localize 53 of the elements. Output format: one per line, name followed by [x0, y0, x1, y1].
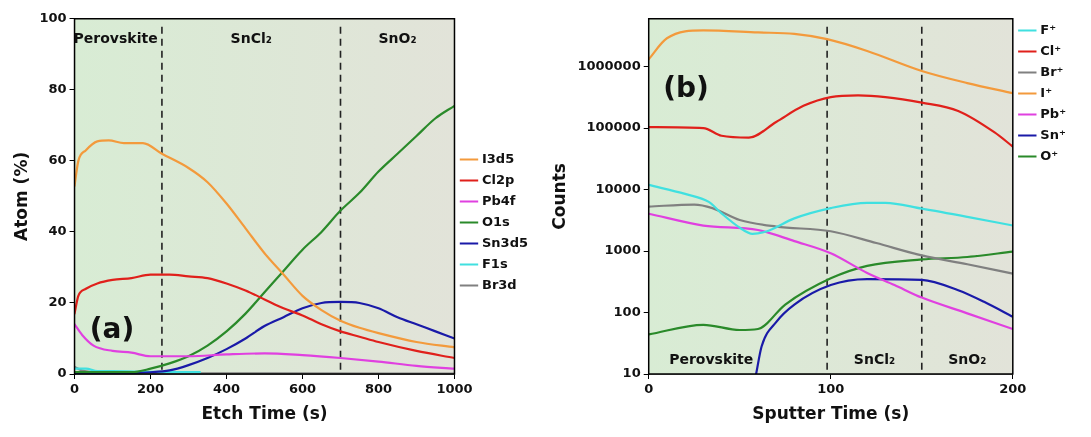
legend-label: Br⁺	[1040, 63, 1064, 79]
x-tick-label: 0	[644, 381, 654, 397]
x-tick-label: 0	[70, 381, 80, 397]
legend-label: Cl2p	[481, 171, 515, 187]
y-tick-label: 100	[39, 10, 67, 26]
annotation: SnO₂	[378, 29, 417, 46]
x-axis-title: Sputter Time (s)	[752, 403, 910, 424]
line-series	[648, 203, 1013, 275]
y-tick-label: 100	[613, 303, 641, 319]
line-series	[648, 183, 1013, 236]
y-tick-label: 0	[57, 365, 67, 381]
legend-label: Sn⁺	[1040, 126, 1066, 142]
line-series	[74, 273, 455, 360]
y-tick-label: 10000	[595, 180, 641, 196]
y-tick-label: 100000	[586, 119, 641, 135]
x-tick-label: 200	[999, 381, 1027, 397]
y-axis-title: Counts	[548, 163, 569, 230]
annotation: (b)	[663, 70, 709, 104]
y-tick-label: 60	[48, 152, 67, 168]
annotation: SnO₂	[948, 351, 987, 367]
y-tick-label: 1000	[604, 242, 641, 258]
legend-label: Pb4f	[481, 192, 516, 208]
y-tick-label: 80	[48, 81, 67, 97]
x-tick-label: 100	[817, 381, 845, 397]
legend-label: Pb⁺	[1040, 105, 1067, 121]
x-tick-label: 800	[364, 381, 393, 397]
line-series	[74, 139, 455, 349]
legend-label: I⁺	[1040, 84, 1053, 100]
legend-label: Sn3d5	[481, 234, 528, 250]
legend-label: O⁺	[1040, 147, 1059, 163]
legend-label: F1s	[481, 255, 508, 271]
x-tick-label: 1000	[436, 381, 473, 397]
annotation: SnCl₂	[230, 29, 272, 46]
x-tick-label: 400	[212, 381, 241, 397]
line-series	[648, 212, 1013, 331]
legend-label: O1s	[481, 213, 511, 229]
annotation: SnCl₂	[853, 351, 896, 367]
x-tick-label: 600	[288, 381, 317, 397]
y-tick-label: 20	[48, 294, 67, 310]
y-tick-label: 1000000	[577, 58, 641, 74]
line-series	[755, 277, 1013, 374]
annotation: Perovskite	[669, 351, 754, 367]
y-tick-label: 40	[48, 223, 67, 239]
y-axis-title: Atom (%)	[10, 151, 31, 241]
x-axis-title: Etch Time (s)	[201, 403, 328, 424]
legend-label: Cl⁺	[1040, 42, 1062, 58]
line-series	[648, 250, 1013, 336]
legend-label: F⁺	[1040, 21, 1057, 37]
legend-label: Br3d	[481, 276, 517, 292]
y-tick-label: 10	[622, 365, 641, 381]
x-tick-label: 200	[136, 381, 165, 397]
legend-label: I3d5	[481, 150, 515, 166]
annotation: (a)	[89, 312, 135, 346]
